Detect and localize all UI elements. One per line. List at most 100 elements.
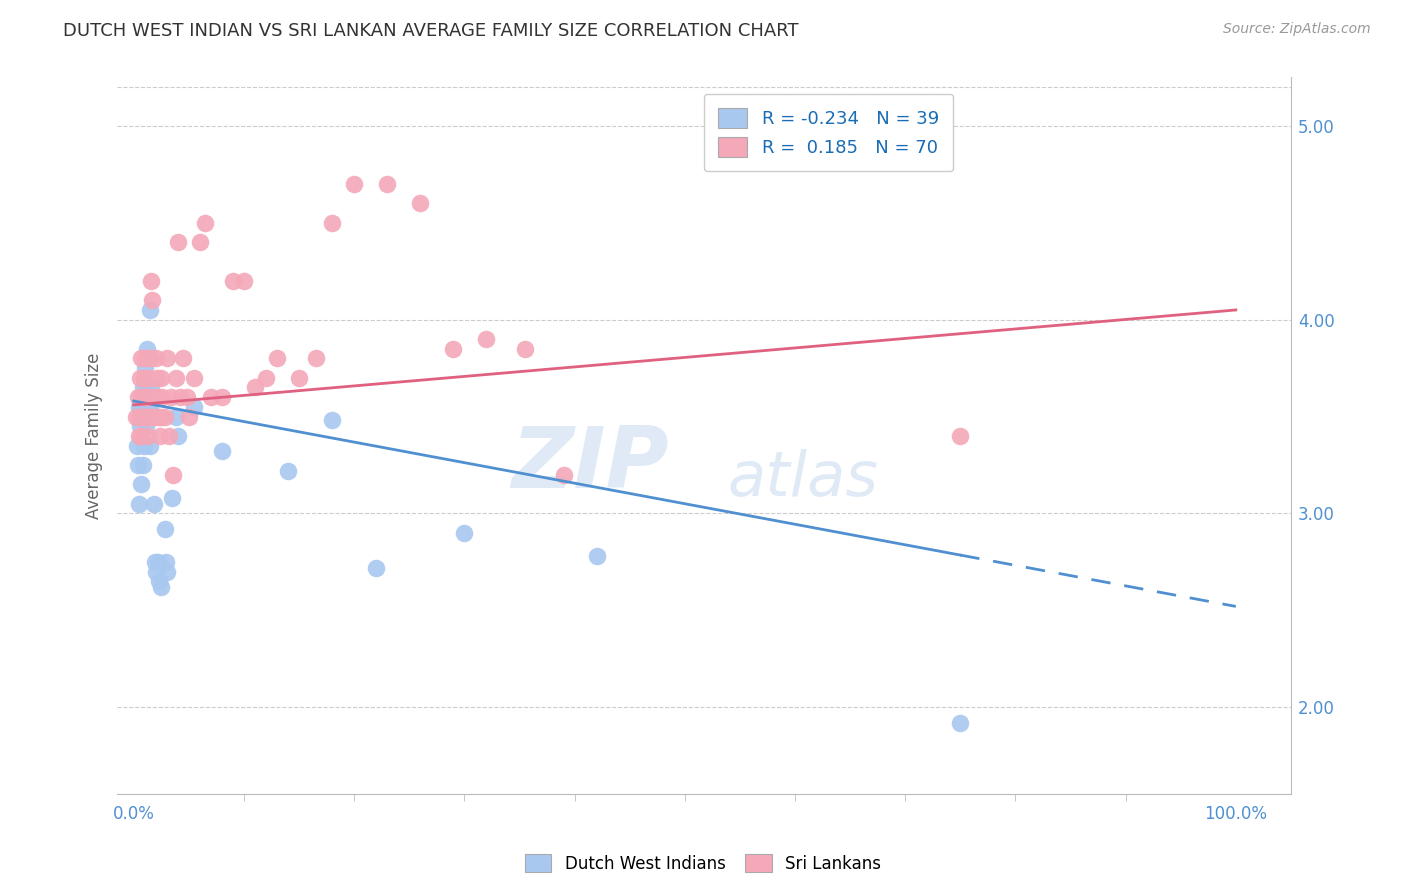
- Point: [128, 400, 150, 414]
- Point: [139, 400, 162, 414]
- Point: [139, 351, 162, 366]
- Point: [149, 429, 172, 443]
- Point: [129, 419, 152, 434]
- Point: [156, 565, 179, 579]
- Point: [243, 380, 266, 394]
- Point: [131, 477, 153, 491]
- Point: [288, 371, 311, 385]
- Point: [232, 274, 254, 288]
- Legend: R = -0.234   N = 39, R =  0.185   N = 70: R = -0.234 N = 39, R = 0.185 N = 70: [704, 94, 953, 171]
- Point: [165, 371, 187, 385]
- Point: [150, 390, 173, 404]
- Point: [135, 380, 157, 394]
- Point: [131, 458, 153, 472]
- Legend: Dutch West Indians, Sri Lankans: Dutch West Indians, Sri Lankans: [517, 847, 889, 880]
- Point: [475, 332, 498, 346]
- Point: [165, 409, 187, 424]
- Point: [131, 390, 153, 404]
- Point: [172, 351, 194, 366]
- Point: [153, 409, 176, 424]
- Y-axis label: Average Family Size: Average Family Size: [86, 352, 103, 519]
- Point: [155, 555, 177, 569]
- Point: [128, 497, 150, 511]
- Point: [142, 390, 165, 404]
- Point: [141, 380, 163, 394]
- Point: [136, 390, 159, 404]
- Point: [188, 235, 211, 249]
- Point: [129, 371, 152, 385]
- Point: [127, 390, 149, 404]
- Point: [139, 439, 162, 453]
- Point: [127, 458, 149, 472]
- Point: [141, 293, 163, 308]
- Point: [150, 580, 173, 594]
- Point: [136, 342, 159, 356]
- Point: [453, 525, 475, 540]
- Point: [194, 216, 217, 230]
- Point: [128, 409, 150, 424]
- Point: [176, 390, 198, 404]
- Point: [169, 390, 191, 404]
- Point: [138, 371, 160, 385]
- Point: [131, 400, 153, 414]
- Point: [131, 351, 153, 366]
- Text: atlas: atlas: [727, 449, 879, 509]
- Point: [134, 400, 156, 414]
- Text: ZIP: ZIP: [512, 423, 669, 506]
- Point: [211, 444, 233, 458]
- Point: [143, 409, 166, 424]
- Point: [183, 400, 205, 414]
- Point: [135, 371, 157, 385]
- Point: [321, 216, 343, 230]
- Point: [150, 409, 173, 424]
- Point: [145, 351, 167, 366]
- Point: [136, 409, 159, 424]
- Point: [177, 409, 200, 424]
- Point: [277, 464, 299, 478]
- Point: [166, 429, 188, 443]
- Point: [136, 400, 159, 414]
- Point: [132, 409, 155, 424]
- Point: [183, 371, 205, 385]
- Point: [131, 380, 153, 394]
- Point: [134, 351, 156, 366]
- Point: [145, 565, 167, 579]
- Point: [148, 409, 170, 424]
- Point: [141, 409, 163, 424]
- Point: [132, 371, 155, 385]
- Point: [304, 351, 326, 366]
- Point: [143, 555, 166, 569]
- Point: [375, 177, 398, 191]
- Point: [125, 409, 148, 424]
- Point: [139, 390, 162, 404]
- Point: [132, 439, 155, 453]
- Point: [553, 467, 575, 482]
- Point: [162, 467, 184, 482]
- Point: [129, 409, 152, 424]
- Point: [162, 491, 184, 505]
- Point: [128, 429, 150, 443]
- Point: [131, 409, 153, 424]
- Point: [166, 235, 188, 249]
- Point: [254, 371, 277, 385]
- Point: [146, 555, 169, 569]
- Point: [343, 177, 366, 191]
- Point: [211, 390, 233, 404]
- Point: [949, 715, 972, 730]
- Point: [142, 497, 165, 511]
- Point: [131, 429, 153, 443]
- Point: [513, 342, 536, 356]
- Point: [200, 390, 222, 404]
- Point: [949, 429, 972, 443]
- Point: [585, 549, 607, 563]
- Point: [222, 274, 245, 288]
- Point: [141, 274, 163, 288]
- Point: [321, 413, 343, 427]
- Point: [146, 390, 169, 404]
- Point: [157, 429, 180, 443]
- Point: [150, 371, 173, 385]
- Point: [366, 560, 388, 574]
- Point: [135, 419, 157, 434]
- Point: [153, 522, 176, 536]
- Point: [160, 390, 183, 404]
